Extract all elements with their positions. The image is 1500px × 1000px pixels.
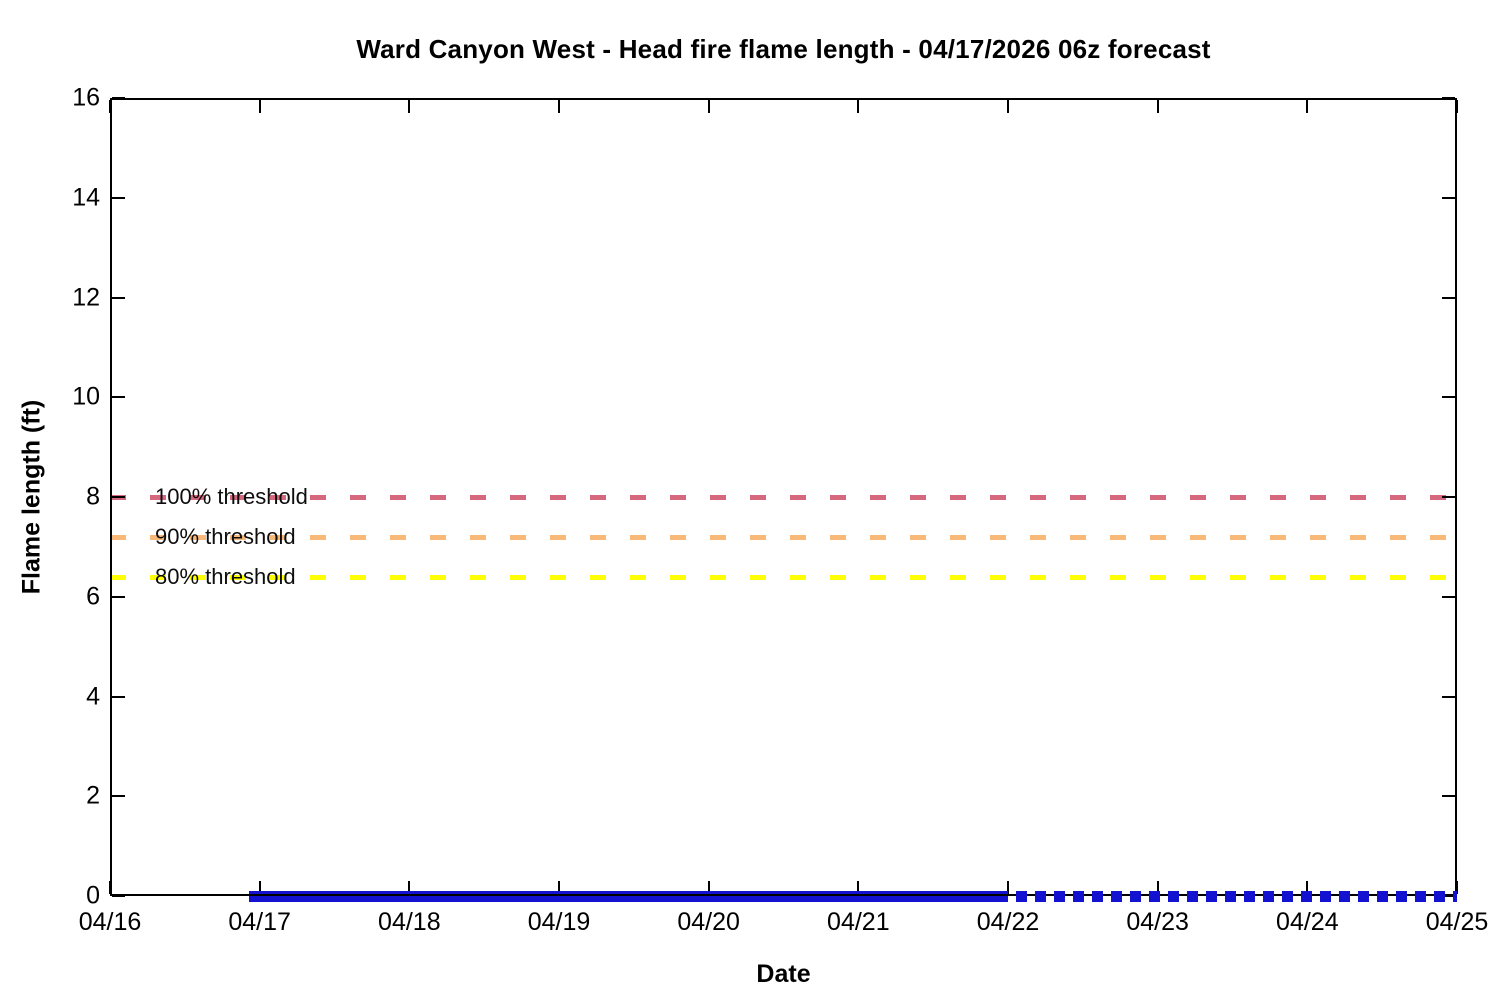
y-tick-label: 14 <box>72 183 100 212</box>
plot-area: 04/16 04/17 04/18 04/19 04/20 04/21 04/22 04/23… <box>72 85 1488 935</box>
x-tick-label: 04/22 <box>976 908 1040 936</box>
threshold-label: 100% threshold <box>155 484 308 509</box>
y-tick-left <box>112 795 125 798</box>
y-tick-left <box>112 496 125 498</box>
y-tick-label: 6 <box>86 582 100 611</box>
x-tick-bottom <box>258 881 261 894</box>
y-tick-left <box>112 296 125 299</box>
x-tick-label: 04/25 <box>1425 908 1489 936</box>
y-tick-left <box>112 396 125 399</box>
x-tick-top <box>1156 100 1159 113</box>
x-tick-label: 04/23 <box>1126 908 1189 936</box>
y-tick-right <box>1442 396 1455 399</box>
y-tick-label: 0 <box>86 881 100 910</box>
y-tick-right <box>1442 496 1455 498</box>
x-tick-bottom <box>408 881 411 894</box>
y-tick-right <box>1442 595 1455 598</box>
x-tick-bottom <box>857 881 860 894</box>
x-tick-bottom <box>1306 881 1309 894</box>
x-tick-top <box>707 100 710 113</box>
threshold-label: 80% threshold <box>155 563 296 589</box>
x-tick-label: 04/18 <box>378 908 441 936</box>
plot-border-right <box>1455 98 1457 896</box>
x-tick-top <box>1306 100 1309 113</box>
forecast-line-solid <box>249 890 1008 902</box>
x-tick-top <box>408 100 411 113</box>
x-tick-top <box>1456 100 1458 113</box>
plot-border-bottom <box>110 894 1457 896</box>
x-tick-bottom <box>1456 881 1458 894</box>
threshold-line <box>110 574 1457 580</box>
x-axis-title: Date <box>756 960 811 988</box>
x-tick-top <box>1007 100 1009 113</box>
y-tick-label: 16 <box>72 83 100 112</box>
y-tick-right <box>1442 296 1455 299</box>
y-tick-label: 8 <box>86 482 100 511</box>
plot-border-left <box>110 98 112 896</box>
x-tick-bottom <box>1007 881 1009 894</box>
x-tick-bottom <box>558 881 560 894</box>
forecast-line-dashed <box>1008 890 1457 902</box>
x-tick-label: 04/24 <box>1276 908 1339 936</box>
y-tick-left <box>112 595 125 598</box>
x-tick-top <box>258 100 261 113</box>
x-tick-label: 04/17 <box>228 908 291 936</box>
x-tick-label: 04/16 <box>78 908 142 936</box>
y-tick-left <box>112 695 125 698</box>
y-tick-right <box>1442 695 1455 698</box>
x-tick-label: 04/19 <box>527 908 591 936</box>
y-tick-left <box>112 196 125 199</box>
x-tick-top <box>857 100 860 113</box>
y-tick-label: 4 <box>86 682 100 710</box>
y-tick-left <box>112 895 125 897</box>
chart-title: Ward Canyon West - Head fire flame lengt… <box>356 34 1211 64</box>
plot-border-top <box>110 98 1457 100</box>
y-tick-label: 12 <box>72 283 100 311</box>
x-tick-bottom <box>707 881 710 894</box>
x-tick-label: 04/21 <box>827 908 890 936</box>
y-tick-right <box>1442 795 1455 798</box>
threshold-line <box>110 495 1457 500</box>
y-tick-label: 10 <box>72 382 100 411</box>
y-tick-right <box>1442 196 1455 199</box>
threshold-label: 90% threshold <box>155 523 296 549</box>
y-tick-label: 2 <box>86 781 100 810</box>
x-tick-label: 04/20 <box>677 908 740 936</box>
x-tick-top <box>558 100 560 113</box>
threshold-line <box>110 534 1457 540</box>
x-tick-bottom <box>1156 881 1159 894</box>
